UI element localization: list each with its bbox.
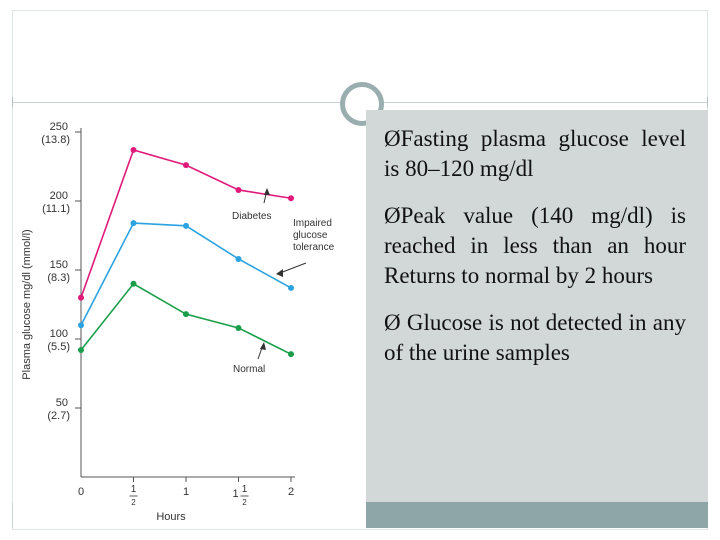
glucose-tolerance-chart: 250(13.8) 200(11.1) 150(8.3) 100(5.5) 50(2.7… bbox=[21, 121, 335, 523]
y-tick-sublabel: (2.7) bbox=[47, 410, 70, 422]
series-point bbox=[78, 294, 84, 301]
series-point bbox=[78, 322, 84, 329]
bullet-arrow-icon: Ø bbox=[384, 310, 407, 335]
x-tick-frac-denominator: 2 bbox=[131, 498, 136, 507]
bullet-arrow-icon: Ø bbox=[384, 126, 401, 151]
series-point bbox=[183, 222, 189, 229]
series-point bbox=[130, 146, 137, 153]
y-tick-label: 200 bbox=[50, 190, 68, 202]
y-tick-sublabel: (11.1) bbox=[42, 203, 70, 215]
footer-tick bbox=[12, 502, 13, 528]
series-point bbox=[235, 324, 242, 331]
series-point bbox=[288, 351, 294, 358]
x-tick-label: 0 bbox=[78, 486, 84, 498]
header-divider-tick bbox=[707, 97, 708, 107]
y-tick-label: 50 bbox=[56, 397, 68, 409]
y-tick-sublabel: (8.3) bbox=[47, 272, 70, 284]
annotation-arrowhead bbox=[276, 269, 283, 277]
legend-label-impaired: glucose bbox=[293, 230, 328, 241]
x-tick-label: 1 bbox=[232, 488, 238, 500]
bullet-item: ØFasting plasma glucose level is 80–120 … bbox=[384, 124, 686, 184]
y-tick-label: 150 bbox=[50, 259, 68, 271]
series-point bbox=[130, 220, 137, 227]
series-point bbox=[130, 280, 137, 287]
series-point bbox=[235, 186, 242, 193]
x-tick-frac-denominator: 2 bbox=[242, 498, 247, 507]
bullet-text: Peak value (140 mg/dl) is reached in les… bbox=[384, 203, 686, 288]
bullet-arrow-icon: Ø bbox=[384, 203, 401, 228]
text-panel bbox=[366, 110, 708, 502]
y-tick-label: 100 bbox=[50, 328, 68, 340]
x-tick-label: 2 bbox=[288, 486, 294, 498]
y-tick-sublabel: (5.5) bbox=[47, 341, 70, 353]
legend-label-impaired: Impaired bbox=[293, 218, 332, 229]
bullet-item: ØPeak value (140 mg/dl) is reached in le… bbox=[384, 201, 686, 291]
legend-label-diabetes: Diabetes bbox=[232, 211, 271, 222]
y-tick-sublabel: (13.8) bbox=[41, 134, 70, 146]
annotation-arrowhead bbox=[260, 342, 266, 350]
series-point bbox=[288, 195, 294, 202]
bullet-text: Fasting plasma glucose level is 80–120 m… bbox=[384, 126, 686, 181]
series-point bbox=[235, 255, 242, 262]
bullet-text: Glucose is not detected in any of the ur… bbox=[384, 310, 686, 365]
x-tick-frac-numerator: 1 bbox=[242, 484, 248, 495]
header-divider-tick bbox=[12, 97, 13, 107]
bullet-list: ØFasting plasma glucose level is 80–120 … bbox=[384, 124, 686, 385]
y-tick-label: 250 bbox=[50, 121, 68, 133]
series-point bbox=[183, 162, 189, 169]
legend-label-normal: Normal bbox=[233, 364, 265, 375]
x-tick-frac-numerator: 1 bbox=[131, 484, 137, 495]
x-axis-title: Hours bbox=[156, 511, 186, 523]
series-point bbox=[78, 347, 84, 354]
footer-bar bbox=[366, 502, 708, 528]
y-axis-title: Plasma glucose mg/dl (mmol/l) bbox=[21, 229, 33, 379]
series-point bbox=[183, 311, 189, 318]
annotation-arrowhead bbox=[264, 188, 270, 195]
series-line bbox=[80, 282, 292, 355]
bullet-item: Ø Glucose is not detected in any of the … bbox=[384, 308, 686, 368]
annotation-arrow bbox=[279, 262, 307, 274]
legend-label-impaired: tolerance bbox=[293, 242, 335, 253]
x-tick-label: 1 bbox=[183, 486, 189, 498]
series-point bbox=[288, 284, 294, 291]
